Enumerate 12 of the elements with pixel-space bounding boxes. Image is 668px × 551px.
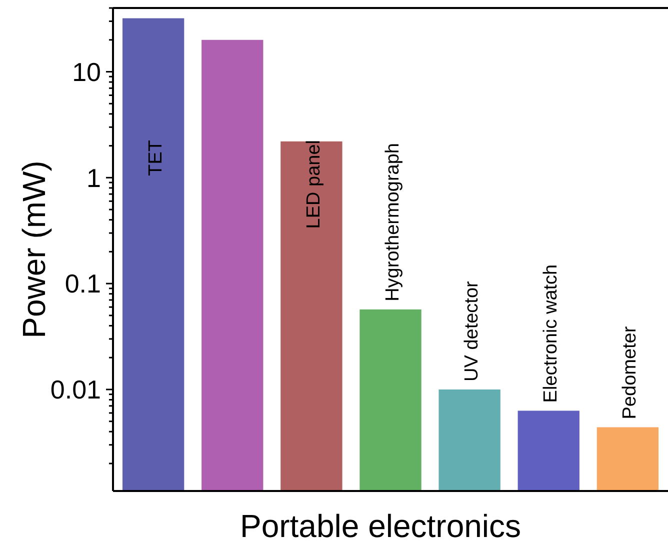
x-tick-label: LED panel xyxy=(303,140,324,229)
y-axis-title: Power (mW) xyxy=(16,160,52,338)
x-tick-label: Pedometer xyxy=(620,326,641,420)
x-tick-label: TET xyxy=(145,140,166,176)
y-tick-label: 10 xyxy=(72,56,101,87)
y-tick-label: 0.01 xyxy=(50,374,101,405)
x-tick-label: UV detector xyxy=(462,280,483,382)
x-tick-label: Hygrothermograph xyxy=(382,143,404,302)
x-tick-label: Electronic watch xyxy=(540,264,562,403)
y-tick-label: 0.1 xyxy=(64,268,101,299)
y-tick-label: 1 xyxy=(86,162,101,193)
x-axis-title: Portable electronics xyxy=(240,508,522,544)
